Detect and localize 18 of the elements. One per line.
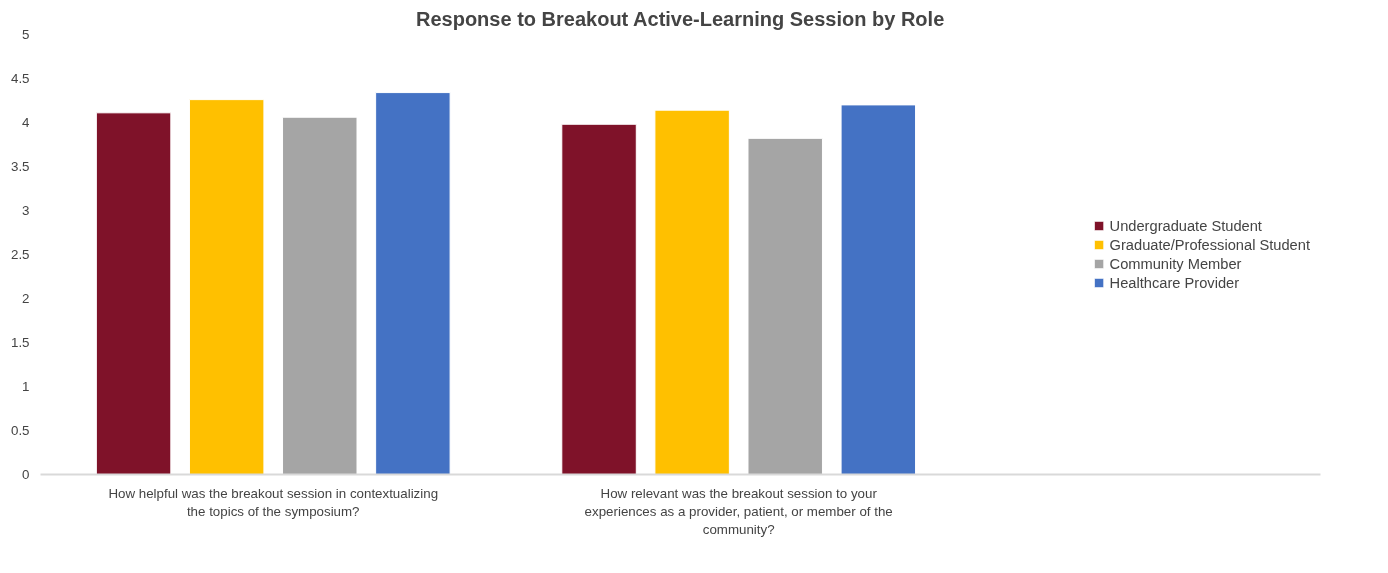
y-tick-label: 0: [22, 467, 30, 482]
y-tick-label: 3.5: [10, 159, 30, 174]
y-tick-label: 5: [22, 27, 30, 42]
x-tick-label: How relevant was the breakout session to your experiences as a provider, patient, or member of the community?: [584, 485, 893, 537]
y-tick-label: 0.5: [10, 423, 30, 438]
x-tick-label: How helpful was the breakout session in contextualizing the topics of the symposium?: [108, 485, 439, 519]
y-tick-label: 4.5: [10, 71, 30, 86]
y-tick-label: 2: [22, 291, 30, 306]
y-tick-label: 1: [22, 379, 30, 394]
legend-label: Graduate/Professional Student: [1109, 236, 1310, 253]
legend-label: Healthcare Provider: [1109, 274, 1240, 291]
y-tick-label: 3: [22, 203, 30, 218]
y-tick-label: 4: [22, 115, 31, 130]
y-tick-label: 2.5: [10, 247, 30, 262]
legend-label: Community Member: [1109, 255, 1242, 272]
chart-title: Response to Breakout Active-Learning Session by Role: [415, 7, 945, 30]
y-tick-label: 1.5: [10, 335, 30, 350]
legend-label: Undergraduate Student: [1109, 217, 1262, 234]
